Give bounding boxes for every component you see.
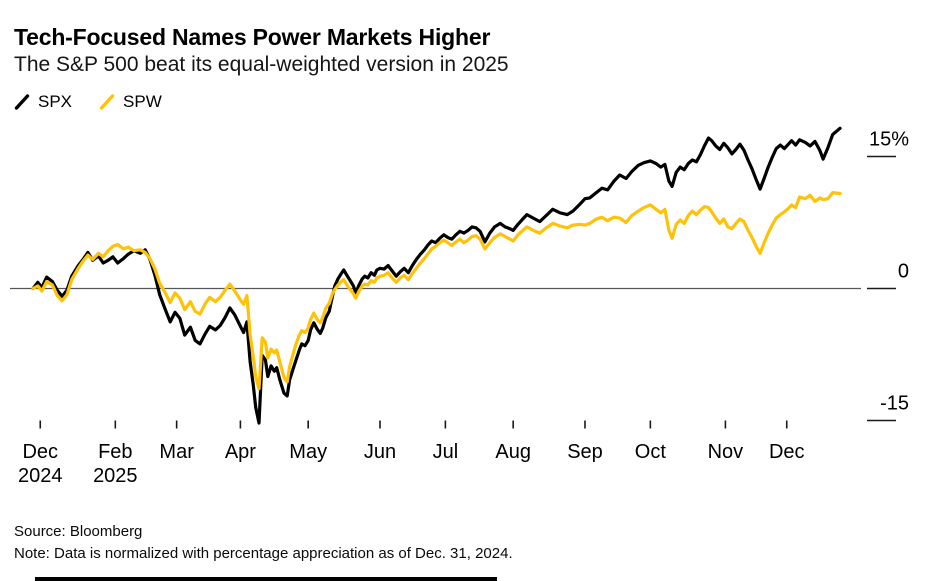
x-tick-label: Oct [635, 441, 667, 463]
bottom-scroll-bar [35, 577, 497, 581]
x-tick-label: Feb [98, 441, 132, 463]
series-line-spx [31, 126, 842, 425]
x-tick-label: Sep [567, 441, 603, 463]
x-tick-label: Jul [433, 441, 459, 463]
legend-label-spw: SPW [123, 92, 162, 111]
x-tick-year-label: 2024 [18, 465, 63, 487]
chart-subtitle: The S&P 500 beat its equal-weighted vers… [14, 53, 509, 76]
legend-item-spx: SPX [13, 92, 72, 112]
x-tick-label: Nov [708, 441, 744, 463]
chart-legend: SPX SPW [13, 92, 162, 112]
x-tick-label: May [289, 441, 327, 463]
y-tick-label: 0 [898, 261, 909, 283]
spw-line-swatch-icon [99, 94, 115, 110]
x-tick-label: Dec [22, 441, 58, 463]
x-tick-label: Aug [495, 441, 531, 463]
source-text: Source: Bloomberg [14, 523, 143, 540]
note-text: Note: Data is normalized with percentage… [14, 545, 513, 562]
spx-line-swatch-icon [14, 94, 30, 110]
x-tick-label: Apr [225, 441, 256, 463]
chart-title: Tech-Focused Names Power Markets Higher [14, 24, 491, 51]
series-line-spw [31, 191, 842, 391]
y-tick-label: -15 [880, 393, 909, 415]
x-tick-label: Mar [159, 441, 194, 463]
x-tick-label: Dec [769, 441, 805, 463]
x-tick-label: Jun [364, 441, 396, 463]
legend-item-spw: SPW [98, 92, 162, 112]
x-tick-year-label: 2025 [93, 465, 138, 487]
y-tick-label: 15% [869, 129, 909, 151]
legend-label-spx: SPX [38, 92, 73, 111]
